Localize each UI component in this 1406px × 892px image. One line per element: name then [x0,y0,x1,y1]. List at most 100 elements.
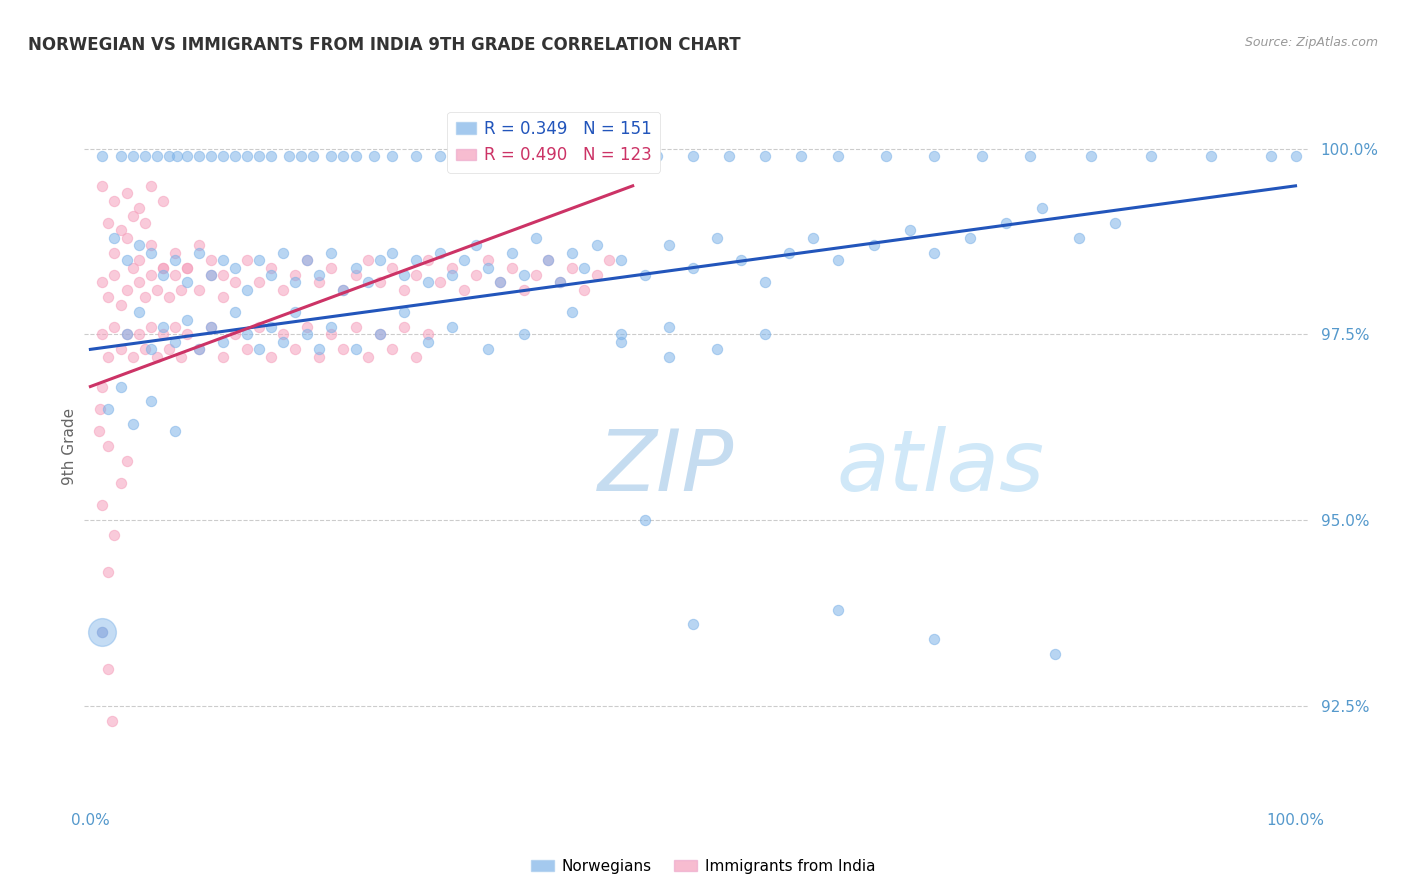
Point [609,253,631,268]
Point [128,327,150,342]
Point [91,327,114,342]
Point [176,260,198,275]
Point [561,305,583,319]
Point [170,350,193,364]
Point [157,290,180,304]
Point [187,245,209,260]
Point [271,283,294,297]
Point [260,260,283,275]
Point [477,343,499,357]
Point [97,216,120,230]
Point [139,343,162,357]
Point [103,528,125,542]
Point [550,276,572,290]
Point [247,149,270,163]
Point [392,305,415,319]
Point [152,260,174,275]
Point [236,253,259,268]
Point [134,343,156,357]
Point [103,231,125,245]
Point [247,343,270,357]
Point [170,283,193,297]
Point [682,617,704,632]
Point [332,283,354,297]
Point [121,209,143,223]
Point [103,320,125,334]
Point [513,268,536,282]
Point [187,238,209,252]
Point [128,238,150,252]
Point [121,260,143,275]
Point [332,343,354,357]
Point [224,276,246,290]
Point [1043,647,1066,661]
Point [224,149,246,163]
Point [260,149,283,163]
Point [537,253,560,268]
Point [260,320,283,334]
Point [297,320,319,334]
Point [176,149,198,163]
Point [236,149,259,163]
Point [754,327,776,342]
Point [363,149,385,163]
Point [429,149,451,163]
Point [200,320,222,334]
Point [212,253,235,268]
Point [321,320,343,334]
Point [1031,201,1053,215]
Point [163,245,186,260]
Point [297,253,319,268]
Point [321,245,343,260]
Point [1080,149,1102,163]
Point [163,424,186,438]
Point [134,290,156,304]
Point [344,320,367,334]
Point [609,327,631,342]
Text: NORWEGIAN VS IMMIGRANTS FROM INDIA 9TH GRADE CORRELATION CHART: NORWEGIAN VS IMMIGRANTS FROM INDIA 9TH G… [28,36,741,54]
Point [524,268,547,282]
Point [344,343,367,357]
Point [718,149,741,163]
Point [91,178,114,193]
Point [271,327,294,342]
Point [152,268,174,282]
Legend: Norwegians, Immigrants from India: Norwegians, Immigrants from India [524,853,882,880]
Point [429,276,451,290]
Point [922,632,945,647]
Point [381,343,404,357]
Point [429,245,451,260]
Point [212,268,235,282]
Point [368,327,391,342]
Point [598,253,620,268]
Point [321,327,343,342]
Text: ZIP: ZIP [598,425,734,509]
Point [308,268,330,282]
Point [634,268,657,282]
Point [574,149,596,163]
Point [501,245,523,260]
Point [381,260,404,275]
Point [91,624,114,639]
Point [898,223,921,237]
Point [645,149,668,163]
Point [110,223,132,237]
Point [212,149,235,163]
Point [959,231,981,245]
Point [1260,149,1282,163]
Point [115,283,138,297]
Point [321,260,343,275]
Point [875,149,897,163]
Point [121,149,143,163]
Point [682,149,704,163]
Point [321,149,343,163]
Point [271,245,294,260]
Point [368,327,391,342]
Point [176,260,198,275]
Point [290,149,312,163]
Point [477,260,499,275]
Point [332,283,354,297]
Point [465,238,488,252]
Point [139,320,162,334]
Point [356,276,378,290]
